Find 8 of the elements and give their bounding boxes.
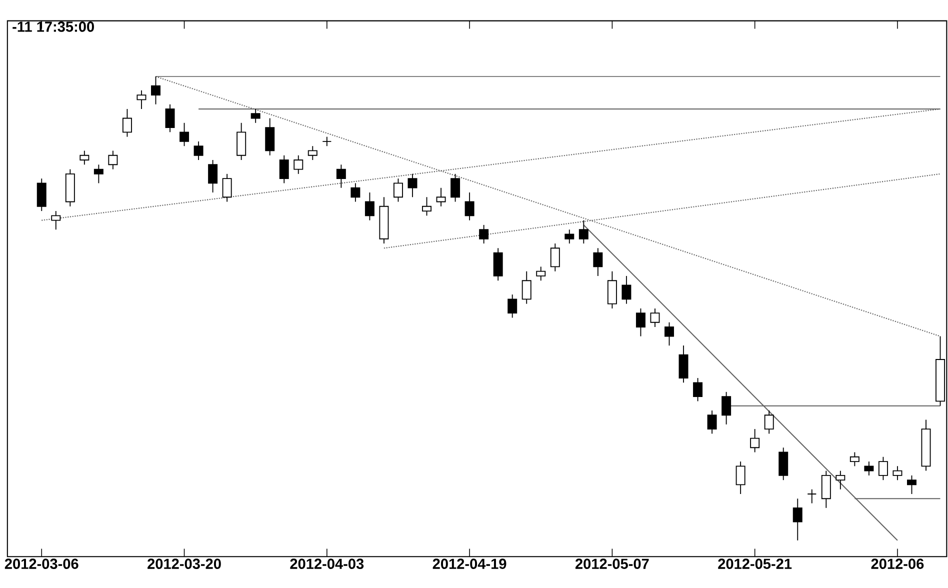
x-tick-label: 2012-05-21 bbox=[718, 558, 792, 569]
x-tick-label: 2012-04-03 bbox=[290, 558, 364, 569]
x-tick-label: 2012-03-20 bbox=[148, 558, 221, 569]
x-tick-label: 2012-05-07 bbox=[575, 558, 649, 569]
chart-title: -11 17:35:00 bbox=[12, 21, 94, 32]
x-tick-label: 2012-04-19 bbox=[432, 558, 506, 569]
x-tick-label: 2012-06 bbox=[871, 558, 924, 569]
x-tick-label: 2012-03-06 bbox=[4, 558, 78, 569]
